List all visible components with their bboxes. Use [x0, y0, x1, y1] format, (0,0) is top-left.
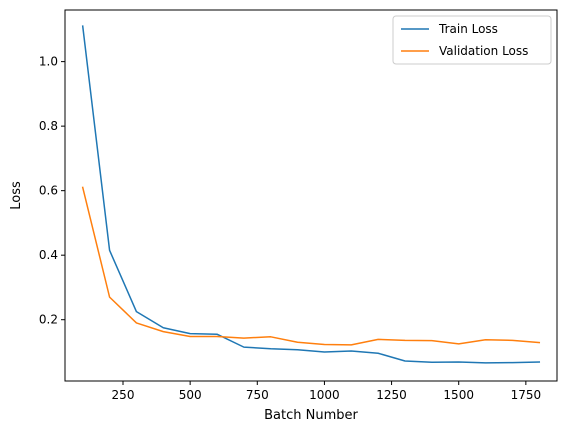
legend: Train Loss Validation Loss	[392, 15, 552, 65]
y-tick-label: 0.8	[39, 119, 58, 133]
y-tick-label: 1.0	[39, 55, 58, 69]
plot-area	[81, 25, 541, 364]
x-tick-label: 1750	[511, 388, 542, 402]
y-axis-ticks: 0.2 0.4 0.6 0.8 1.0	[39, 55, 65, 327]
x-axis-ticks: 250 500 750 1000 1250 1500 1750	[112, 381, 542, 402]
legend-box	[392, 15, 552, 65]
y-tick-label: 0.2	[39, 313, 58, 327]
x-tick-label: 500	[179, 388, 202, 402]
y-tick-label: 0.4	[39, 248, 58, 262]
x-tick-label: 250	[112, 388, 135, 402]
x-axis-label: Batch Number	[264, 408, 358, 423]
series-line-train-loss	[81, 25, 541, 364]
legend-label: Train Loss	[438, 22, 498, 36]
y-axis-label: Loss	[9, 181, 24, 210]
series-line-validation-loss	[81, 186, 541, 346]
y-tick-label: 0.6	[39, 184, 58, 198]
legend-label: Validation Loss	[439, 44, 528, 58]
axes-frame	[64, 9, 558, 382]
x-tick-label: 1250	[376, 388, 407, 402]
x-tick-label: 1500	[443, 388, 474, 402]
x-tick-label: 1000	[309, 388, 340, 402]
x-tick-label: 750	[246, 388, 269, 402]
